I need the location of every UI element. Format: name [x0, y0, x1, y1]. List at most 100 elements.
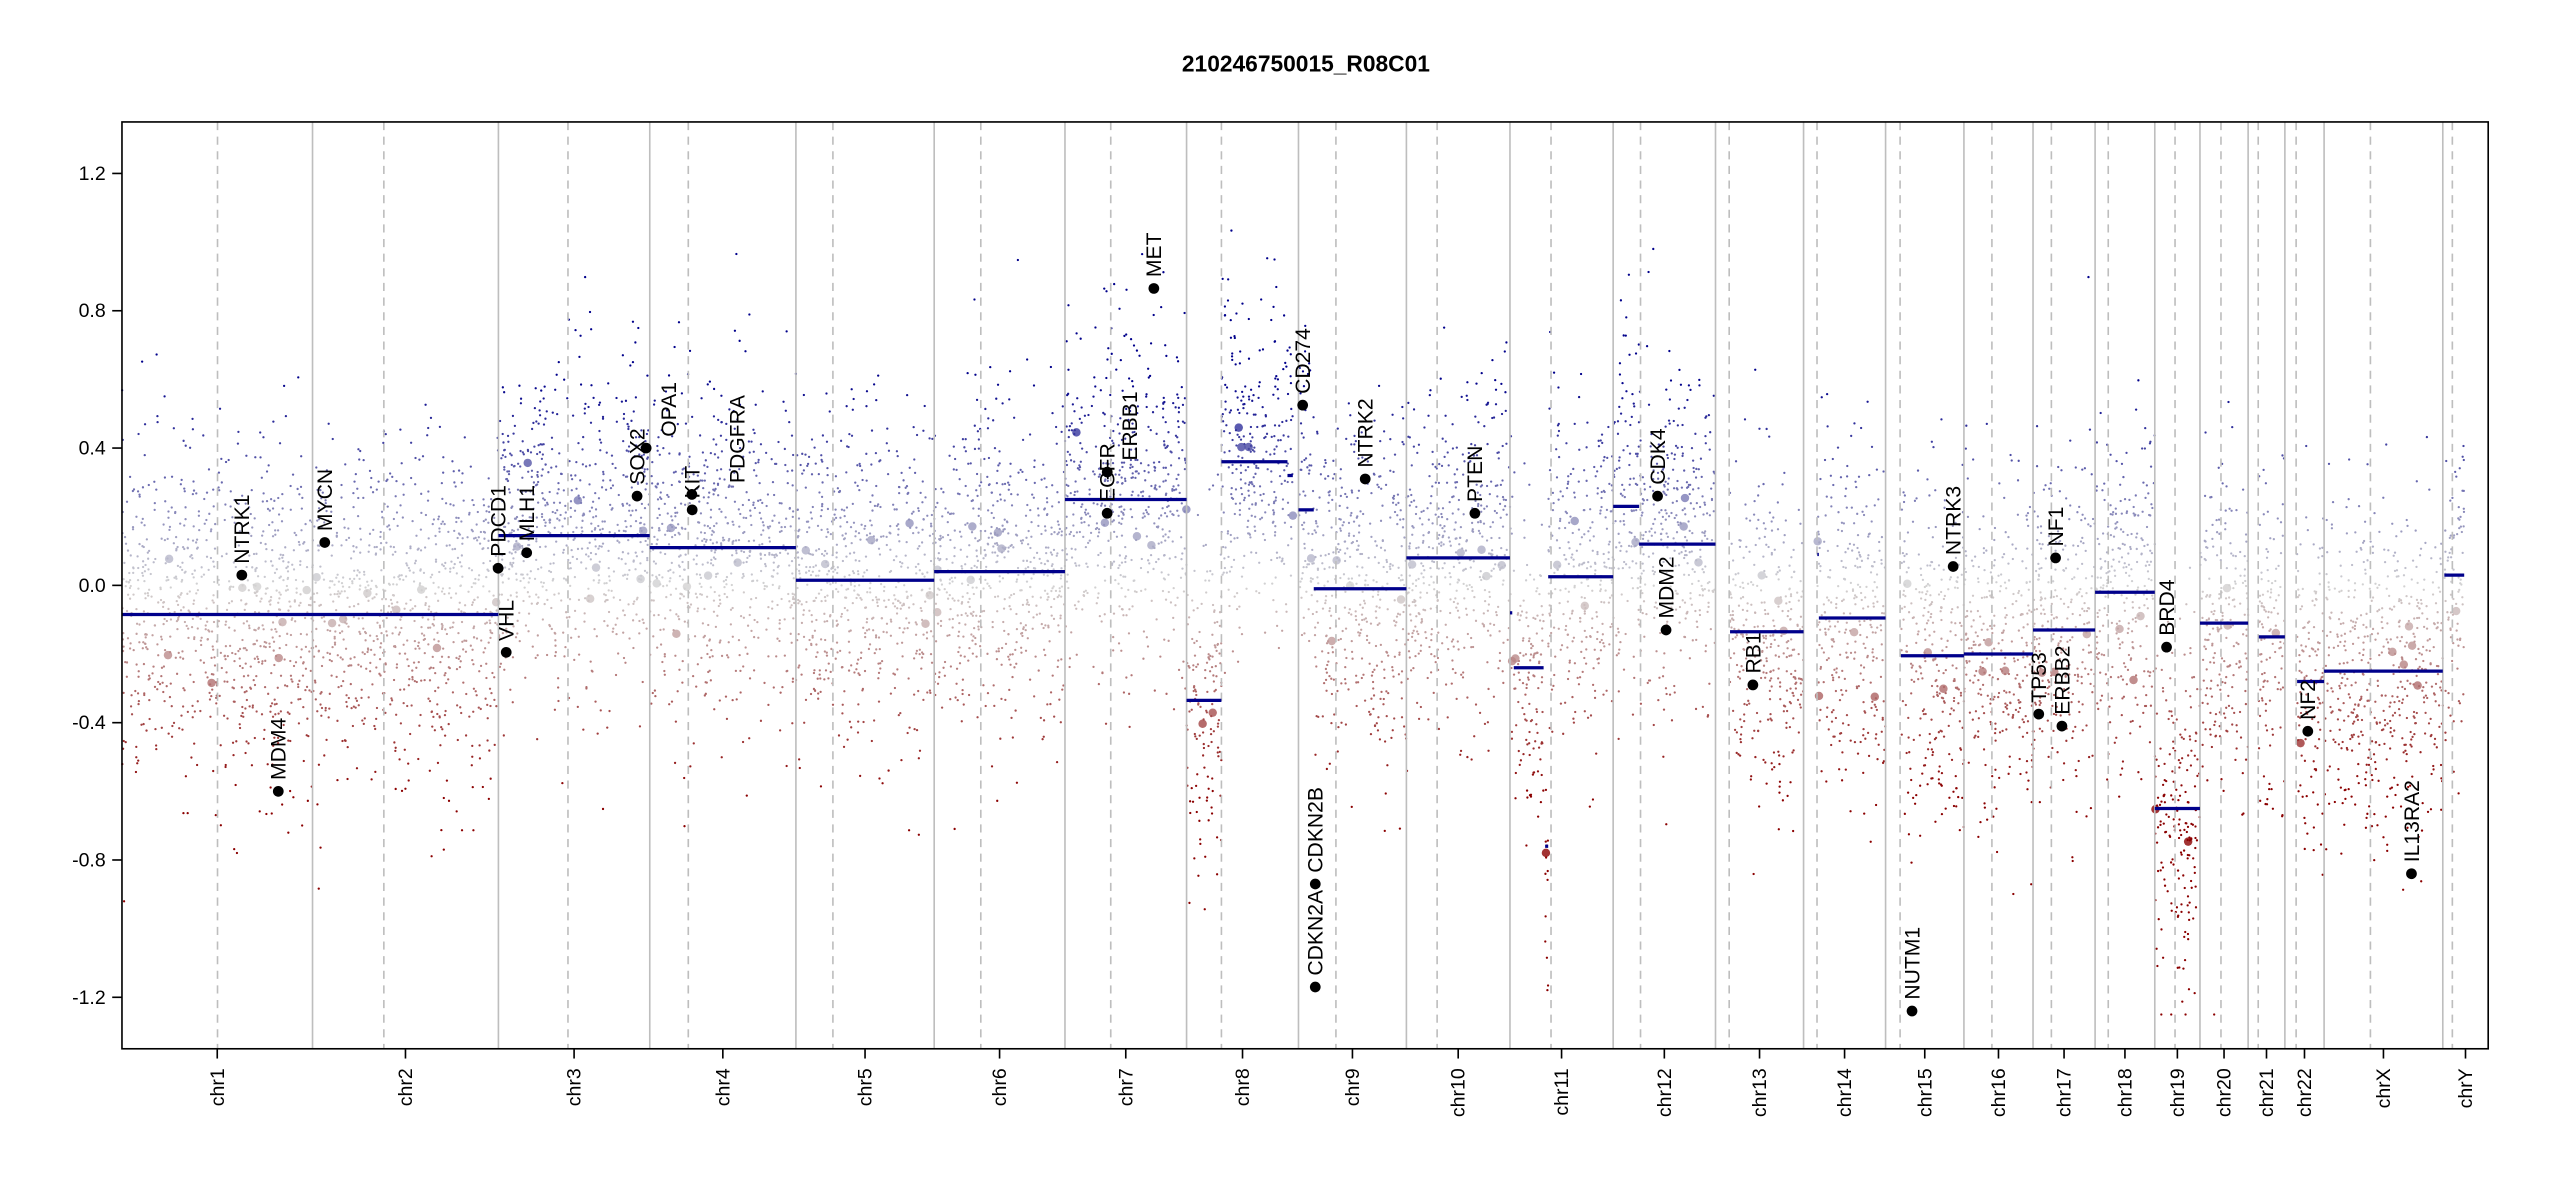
probe-point — [1214, 665, 1217, 668]
probe-point — [1211, 633, 1214, 636]
probe-point — [1274, 499, 1277, 502]
probe-point — [642, 453, 645, 456]
probe-point — [600, 486, 604, 489]
probe-point — [535, 540, 538, 543]
probe-point — [1244, 482, 1247, 485]
probe-point — [169, 682, 172, 685]
probe-point — [737, 539, 741, 542]
probe-point — [792, 595, 795, 599]
probe-point — [558, 452, 561, 455]
probe-point — [948, 454, 951, 457]
probe-point — [1230, 565, 1233, 569]
probe-point — [440, 828, 443, 832]
probe-point — [551, 510, 554, 514]
probe-point — [532, 481, 536, 484]
probe-point — [834, 657, 837, 660]
probe-point — [634, 436, 638, 439]
probe-point — [452, 566, 455, 569]
probe-point — [869, 519, 872, 522]
probe-point — [357, 704, 360, 707]
probe-point — [438, 425, 442, 428]
probe-point — [1022, 626, 1025, 629]
probe-point — [707, 623, 710, 627]
probe-point — [1172, 485, 1175, 488]
probe-point — [709, 516, 712, 519]
probe-point — [996, 543, 999, 547]
probe-point — [728, 468, 732, 471]
probe-point — [966, 614, 969, 617]
probe-point — [860, 469, 864, 472]
probe-point — [829, 670, 832, 674]
probe-point — [390, 699, 394, 702]
probe-point — [241, 711, 244, 715]
probe-point — [601, 417, 605, 420]
probe-point — [791, 597, 795, 601]
probe-point — [1279, 439, 1282, 442]
probe-point — [503, 668, 506, 671]
probe-point — [777, 587, 781, 590]
probe-point — [997, 650, 1000, 653]
probe-point — [753, 618, 756, 622]
probe-point — [966, 522, 969, 525]
probe-point — [664, 390, 668, 393]
probe-point — [938, 671, 941, 674]
probe-point — [449, 626, 452, 629]
probe-point — [313, 600, 316, 604]
probe-point — [160, 638, 163, 641]
probe-point — [1044, 624, 1047, 627]
probe-point — [706, 652, 709, 656]
probe-point — [442, 564, 445, 568]
probe-point — [1057, 523, 1060, 526]
probe-point — [894, 586, 898, 589]
probe-point — [308, 650, 311, 653]
probe-point — [443, 592, 446, 596]
probe-point — [296, 487, 299, 491]
probe-point — [476, 510, 479, 514]
probe-point — [977, 620, 980, 623]
probe-point — [920, 618, 924, 621]
probe-point — [143, 524, 146, 527]
probe-point — [167, 510, 170, 513]
probe-point — [420, 632, 424, 635]
probe-point — [1131, 472, 1134, 475]
probe-point — [297, 540, 301, 544]
probe-point — [772, 553, 776, 557]
probe-point — [1088, 488, 1091, 491]
probe-point — [248, 626, 251, 630]
probe-point — [163, 476, 167, 479]
probe-point — [586, 547, 589, 550]
probe-point — [797, 633, 800, 636]
probe-point — [824, 549, 827, 553]
probe-point — [657, 436, 660, 439]
probe-point — [632, 602, 635, 606]
probe-point — [1211, 789, 1214, 793]
probe-point — [656, 646, 659, 649]
probe-point — [351, 724, 355, 728]
probe-point — [987, 456, 991, 460]
probe-point — [244, 662, 247, 665]
probe-point — [498, 665, 502, 668]
probe-point — [964, 450, 967, 453]
probe-point — [472, 663, 475, 666]
probe-point — [478, 670, 481, 673]
probe-point — [537, 596, 540, 599]
probe-point — [922, 698, 925, 701]
probe-point — [845, 555, 848, 558]
probe-point — [1195, 665, 1198, 668]
probe-point — [156, 414, 159, 418]
probe-point — [515, 578, 518, 581]
probe-point — [235, 499, 238, 502]
probe-point — [1239, 471, 1243, 474]
probe-point — [1255, 466, 1258, 469]
probe-point — [567, 558, 570, 562]
probe-point — [606, 598, 609, 602]
probe-point — [1238, 435, 1241, 439]
probe-point — [486, 546, 490, 550]
probe-point — [878, 777, 881, 780]
probe-point — [659, 551, 662, 554]
probe-point — [1067, 304, 1070, 307]
probe-point — [1131, 465, 1134, 468]
probe-point — [228, 644, 232, 647]
probe-point — [1061, 688, 1064, 691]
probe-point — [427, 697, 430, 700]
